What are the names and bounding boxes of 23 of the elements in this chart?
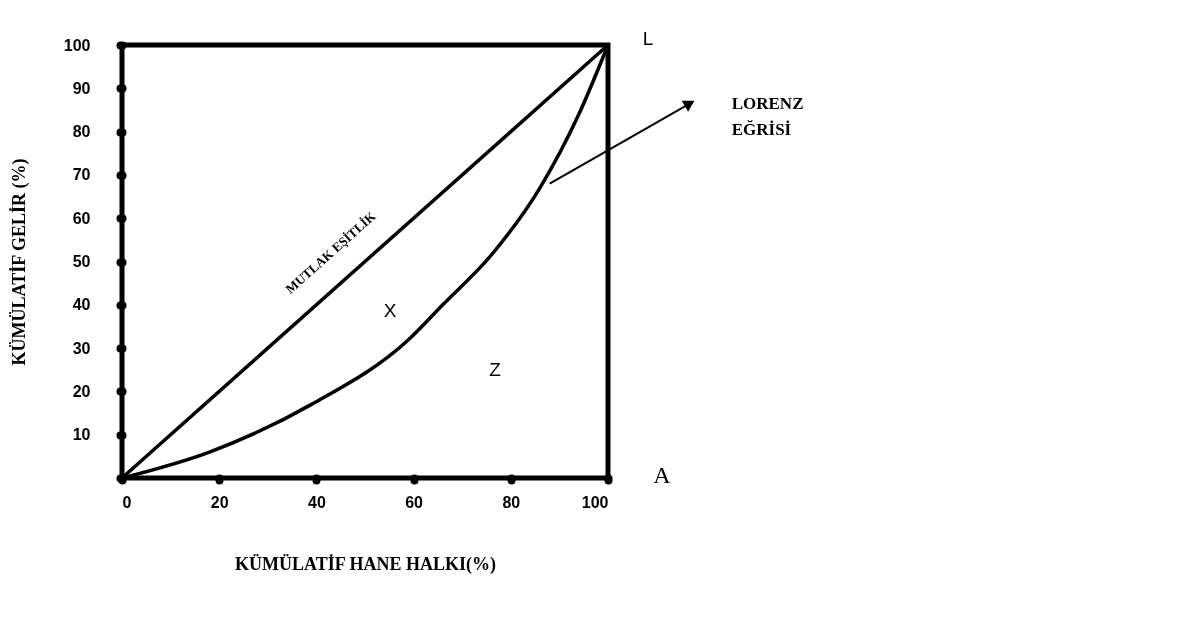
text: A: [653, 462, 672, 488]
annotation: Z: [489, 359, 502, 380]
x-axis-title: KÜMÜLATİF HANE HALKI(%): [235, 553, 497, 575]
y-axis-title: KÜMÜLATİF GELİR (%): [8, 158, 30, 366]
x-tick-label: 0: [122, 493, 132, 511]
y-tick-label: 20: [72, 382, 91, 400]
y-tick-label: 90: [72, 79, 91, 97]
text: L: [642, 28, 654, 49]
x-tick-label: 60: [405, 493, 424, 511]
x-tick-label: 40: [308, 493, 326, 511]
y-tick-label: 50: [72, 253, 91, 270]
annotation: X: [383, 300, 397, 321]
y-tick-label: 70: [72, 166, 91, 184]
x-tick-label: 20: [210, 493, 229, 511]
y-tick-label: 60: [72, 209, 91, 227]
x-tick-label: 100: [581, 493, 609, 511]
y-tick-label: 100: [63, 36, 91, 54]
x-tick-label: 80: [502, 493, 521, 511]
legend-label: LORENZ EĞRİSİ: [731, 93, 804, 139]
y-tick-label: 40: [72, 296, 91, 314]
y-tick-label: 30: [72, 339, 91, 357]
y-tick-label: 10: [72, 426, 91, 444]
y-tick-label: 80: [72, 123, 91, 141]
